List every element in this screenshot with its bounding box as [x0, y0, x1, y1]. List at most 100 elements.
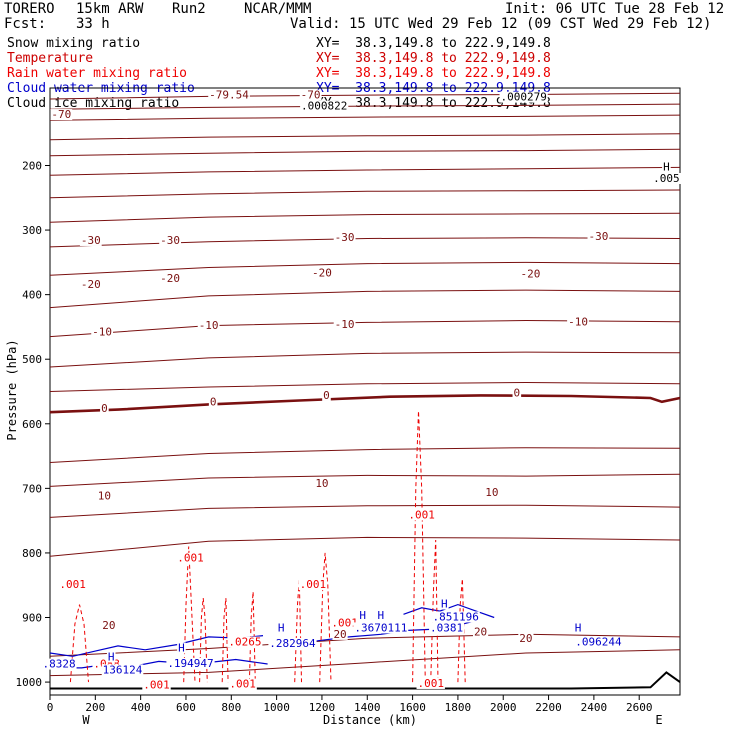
cloud-water-label: H [278, 621, 285, 634]
cloud-water-label: H [378, 609, 385, 622]
cloud-water-label-bg [358, 610, 368, 622]
temperature-label-bg [333, 231, 356, 243]
header-run: Run2 [172, 1, 206, 17]
rain-label-bg [330, 617, 359, 629]
terrain-line [50, 671, 681, 690]
temperature-label: 20 [333, 628, 346, 641]
cloud-water-contour [287, 620, 477, 644]
temperature-label-bg [518, 632, 534, 644]
temperature-label: 0 [101, 402, 108, 415]
temperature-label: -20 [160, 272, 180, 285]
legend-rain-xy: XY= 38.3,149.8 to 222.9,149.8 [316, 66, 551, 81]
legend-temperature-name: Temperature [7, 51, 94, 66]
temperature-label: -30 [81, 234, 101, 247]
rain-label: .088 [93, 658, 120, 671]
cloud-water-label: H [575, 621, 582, 634]
legend-snow-xy: XY= 38.3,149.8 to 222.9,149.8 [316, 36, 551, 51]
cloud-water-label-bg [166, 657, 215, 669]
temperature-contour [49, 237, 681, 248]
legend-snow-name: Snow mixing ratio [7, 36, 141, 51]
temperature-contour [49, 261, 681, 276]
rain-water-contour [183, 546, 196, 683]
temperature-label: -10 [568, 315, 588, 328]
rain-water-contour [294, 578, 302, 683]
y-tick-label: 200 [22, 159, 42, 172]
x-tick-label: 1800 [445, 701, 472, 714]
temperature-label-bg [79, 234, 102, 246]
y-tick-label: 1000 [16, 676, 43, 689]
y-tick-label: 700 [22, 482, 42, 495]
cloud-water-label: 136124 [103, 663, 143, 676]
cloud-water-label: .096244 [575, 636, 622, 649]
x-tick-label: 2600 [626, 701, 653, 714]
y-tick-label: 300 [22, 224, 42, 237]
rain-label: .001 [417, 677, 444, 690]
temperature-label-bg [311, 267, 333, 279]
temperature-label-bg [197, 320, 220, 332]
x-tick-label: 1000 [263, 701, 290, 714]
temperature-label: 10 [315, 477, 328, 490]
cloud-water-label-bg [106, 651, 116, 663]
temperature-label: 0 [323, 389, 330, 402]
x-tick-label: 200 [85, 701, 105, 714]
temperature-label: 20 [474, 625, 487, 638]
temperature-contour [49, 189, 681, 199]
rain-label: .001 [229, 678, 256, 691]
temperature-label: 20 [102, 619, 115, 632]
cloud-water-label: .3670111 [354, 621, 407, 634]
temperature-label: -10 [335, 318, 355, 331]
temperature-contour [49, 133, 681, 141]
temperature-label: 0 [210, 395, 217, 408]
cloud-ice-label-bg [652, 172, 681, 184]
temperature-label-bg [91, 326, 114, 338]
temperature-label: -10 [199, 319, 219, 332]
temperature-label-bg [159, 234, 182, 246]
x-tick-label: 2400 [581, 701, 608, 714]
temperature-contour [49, 212, 681, 223]
x-tick-label: 1600 [399, 701, 426, 714]
temperature-contour [49, 351, 681, 368]
temperature-label-bg [484, 486, 500, 498]
rain-water-contour [319, 552, 332, 683]
rain-label: .001 [331, 616, 358, 629]
temperature-label: -20 [81, 278, 101, 291]
cloud-water-label-bg [101, 664, 144, 676]
rain-water-contour [457, 578, 466, 683]
legend-temperature-xy: XY= 38.3,149.8 to 222.9,149.8 [316, 51, 551, 66]
y-tick-label: 600 [22, 418, 42, 431]
temperature-label-bg [519, 268, 542, 280]
temperature-label: -30 [160, 234, 180, 247]
temperature-label: -20 [520, 268, 540, 281]
x-tick-label: 1400 [354, 701, 381, 714]
cloud-water-label: .8328 [43, 658, 76, 671]
temperature-label: -10 [92, 326, 112, 339]
temperature-label-bg [314, 477, 330, 489]
temperature-label-bg [472, 626, 489, 638]
cloud-water-label: .194947 [167, 657, 213, 670]
header-fcst-label: Fcst: [4, 16, 47, 32]
temperature-contour [49, 289, 681, 309]
rain-label-bg [416, 677, 445, 689]
x-end-left: W [82, 713, 90, 727]
rain-water-contour [69, 604, 89, 683]
cloud-water-contour [49, 635, 264, 657]
x-tick-label: 800 [221, 701, 241, 714]
rain-water-contour [221, 598, 229, 683]
rain-label-bg [142, 679, 171, 691]
cloud-water-label: H [441, 598, 448, 611]
legend-cloud-ice-name: Cloud ice mixing ratio [7, 96, 180, 111]
header-fcst-value: 33 h [76, 16, 110, 32]
cloud-water-label-bg [376, 610, 386, 622]
temperature-contour [49, 381, 681, 392]
temperature-label-bg [512, 387, 522, 399]
y-axis-label: Pressure (hPa) [5, 339, 19, 440]
rain-water-contour [199, 598, 208, 683]
rain-water-contour [430, 539, 439, 683]
rain-label-bg [227, 636, 263, 648]
y-tick-label: 400 [22, 289, 42, 302]
cloud-water-label: H [359, 609, 366, 622]
temperature-label-bg [79, 278, 102, 290]
cloud-water-label-bg [177, 642, 186, 654]
x-tick-label: 400 [131, 701, 151, 714]
